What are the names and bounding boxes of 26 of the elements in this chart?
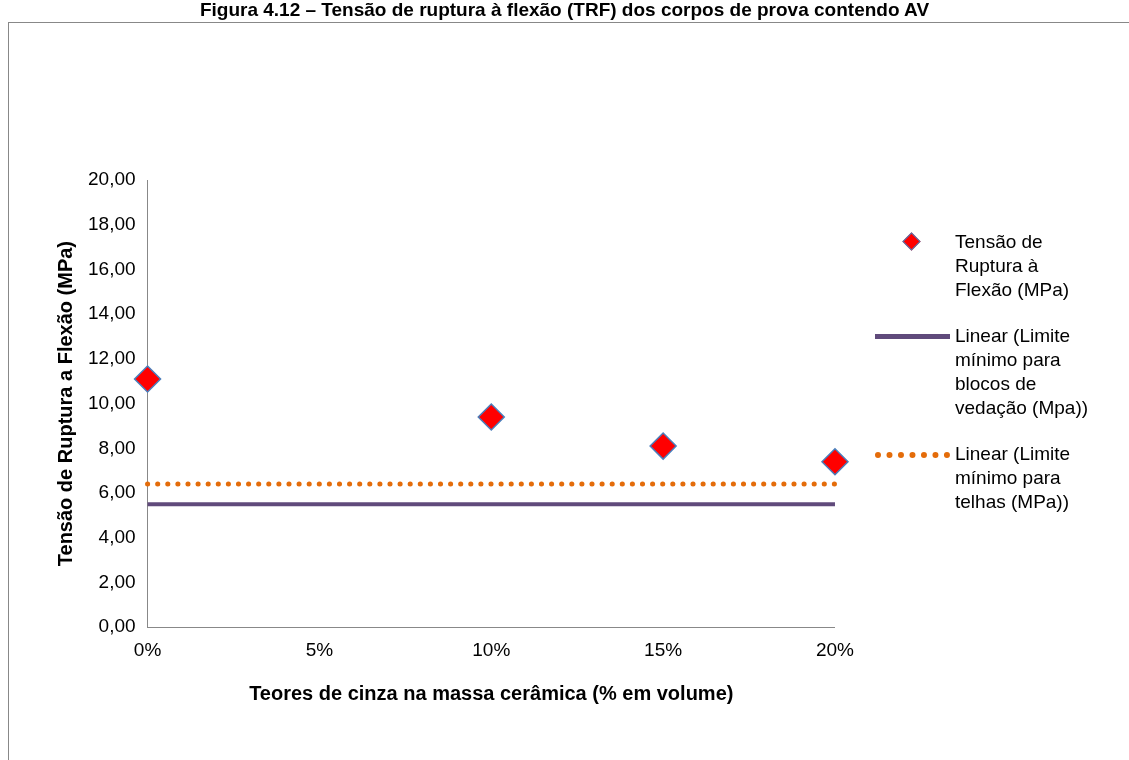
y-tick-label: 4,00 — [98, 525, 136, 547]
x-tick-label: 15% — [644, 638, 683, 660]
x-tick-label: 20% — [815, 638, 855, 660]
y-tick-label: 10,00 — [88, 391, 136, 413]
y-tick-label: 0,00 — [98, 615, 136, 637]
y-axis-title: Tensão de Ruptura a Flexão (MPa) — [53, 240, 76, 567]
chart-title: Figura 4.12 – Tensão de ruptura à flexão (TRF) dos corpos de prova contendo AV — [198, 0, 931, 20]
y-tick-label: 20,00 — [88, 168, 136, 190]
legend-label: Tensão de Ruptura à Flexão (MPa) — [955, 231, 1070, 300]
y-tick-label: 12,00 — [88, 347, 136, 369]
legend-label: Linear (Limite mínimo para blocos de vedação (Mpa)) — [955, 325, 1089, 418]
legend-label: Linear (Limite mínimo para telhas (MPa)) — [955, 443, 1071, 512]
y-tick-label: 2,00 — [98, 570, 136, 592]
point — [821, 447, 849, 476]
y-tick-label: 6,00 — [98, 481, 136, 503]
x-axis-title: Teores de cinza na massa cerâmica (% em volume) — [249, 681, 734, 704]
y-tick-label: 18,00 — [88, 212, 136, 234]
x-tick-label: 10% — [472, 638, 511, 660]
x-tick-label: 0% — [133, 638, 162, 660]
y-tick-label: 16,00 — [88, 257, 136, 279]
y-tick-label: 8,00 — [98, 436, 136, 458]
point — [133, 365, 162, 393]
y-tick-label: 14,00 — [88, 302, 136, 324]
x-tick-label: 5% — [305, 638, 334, 660]
point — [649, 432, 677, 460]
point — [477, 403, 506, 431]
